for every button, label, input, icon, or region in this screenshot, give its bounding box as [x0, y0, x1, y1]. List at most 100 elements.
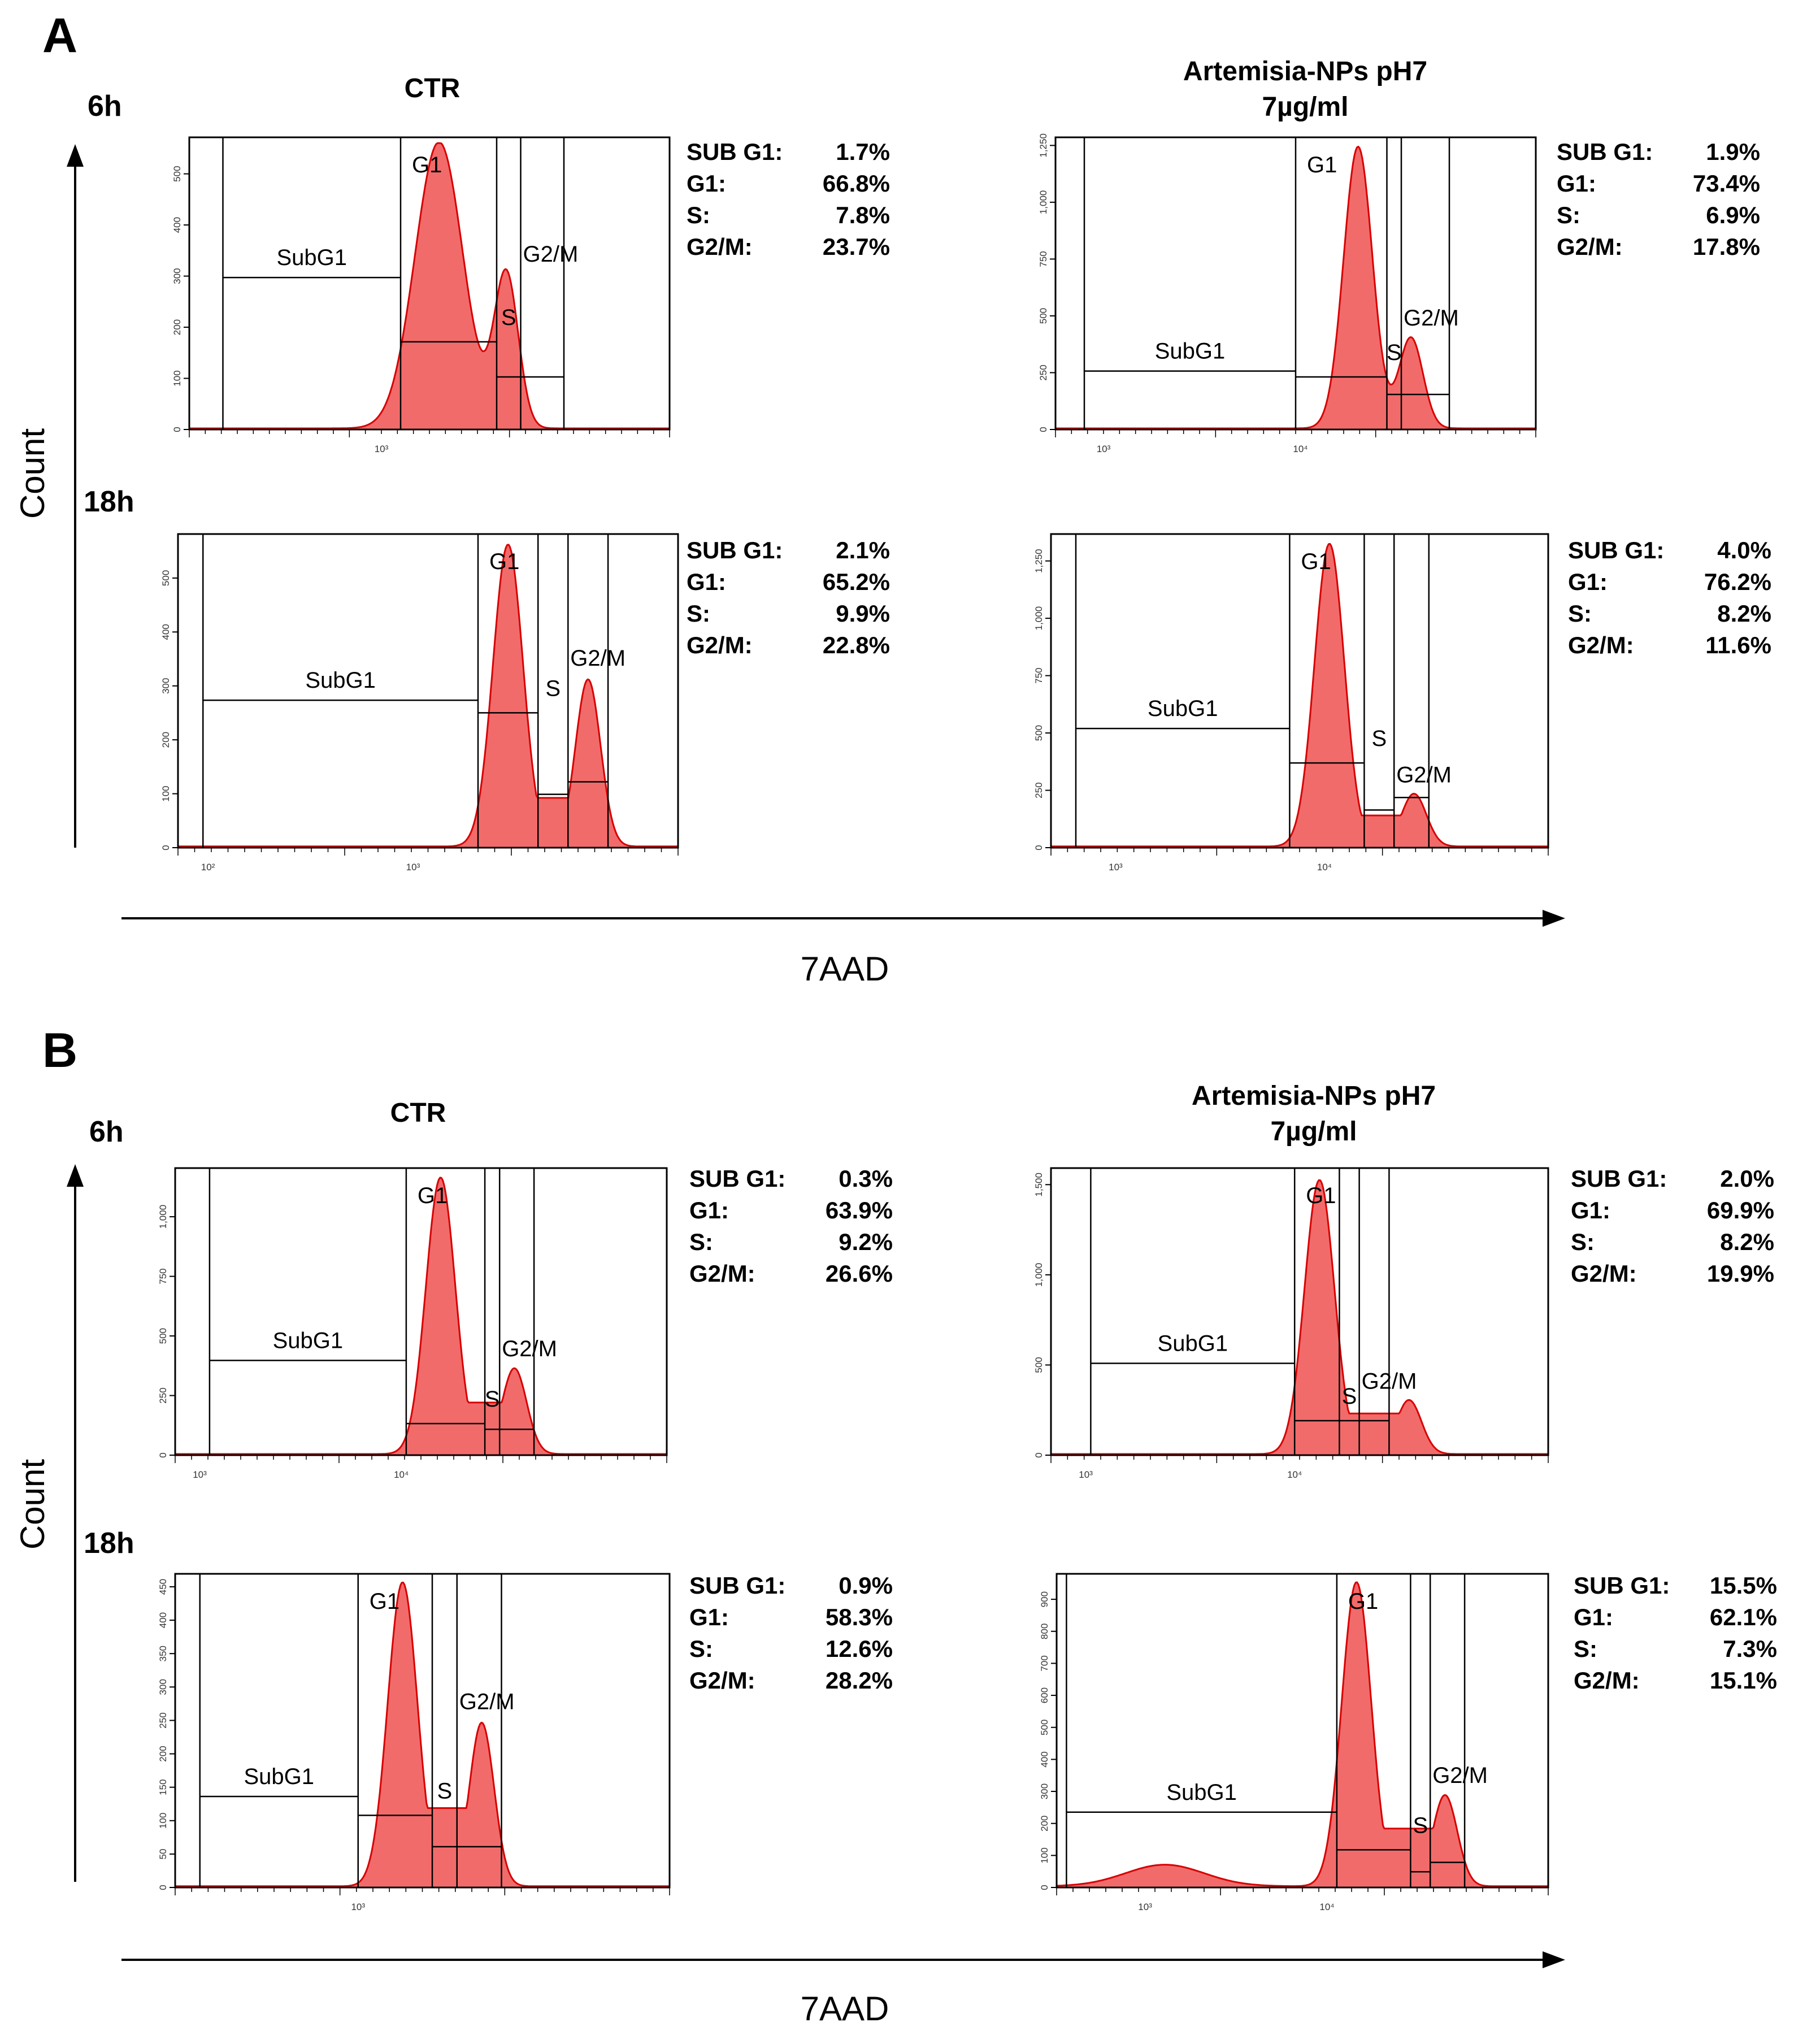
x-tick-label: 10³: [1109, 862, 1123, 873]
panel-a-time-18h: 18h: [84, 485, 134, 518]
stat-value-s: 9.2%: [839, 1229, 893, 1255]
y-tick-label: 300: [158, 1679, 168, 1695]
panel-b-x-arrowhead: [1543, 1951, 1565, 1968]
stat-label-subg1: SUB G1:: [1571, 1165, 1667, 1192]
gate-label-s: S: [1371, 726, 1387, 751]
y-tick-label: 500: [1038, 308, 1049, 324]
y-tick-label: 1,250: [1033, 549, 1044, 573]
y-tick-label: 1,000: [1038, 190, 1049, 215]
stat-value-subg1: 2.1%: [836, 537, 890, 563]
gate-label-subg1: SubG1: [276, 245, 347, 270]
plot-b-18h-nps: 0 100 200 300 400 500 600 700 800 900 10³ 10⁴ SubG1 G…: [1039, 1572, 1777, 1912]
gate-label-s: S: [545, 676, 561, 701]
stat-value-g1: 66.8%: [823, 170, 890, 197]
stat-label-s: S:: [1557, 202, 1580, 228]
gate-label-g1: G1: [1301, 549, 1331, 574]
y-tick-label: 300: [172, 268, 183, 284]
gate-label-s: S: [501, 305, 516, 330]
panel-b-col2-subtitle: 7µg/ml: [1270, 1117, 1357, 1147]
stat-label-subg1: SUB G1:: [1568, 537, 1664, 563]
gate-label-g1: G1: [412, 153, 442, 177]
stat-value-g1: 73.4%: [1693, 170, 1760, 197]
stat-value-g1: 65.2%: [823, 568, 890, 595]
stat-value-subg1: 1.7%: [836, 138, 890, 165]
histogram-area: [1050, 543, 1549, 849]
gate-label-g2m: G2/M: [1396, 763, 1452, 788]
y-tick-label: 400: [160, 624, 171, 640]
stat-value-s: 12.6%: [826, 1635, 893, 1662]
x-tick-label: 10⁴: [1293, 444, 1308, 454]
stat-value-g1: 58.3%: [826, 1604, 893, 1630]
y-tick-label: 300: [160, 678, 171, 694]
y-tick-label: 500: [1039, 1720, 1050, 1735]
stat-label-s: S:: [687, 600, 710, 627]
stat-value-g2m: 26.6%: [826, 1260, 893, 1287]
gate-label-s: S: [1413, 1813, 1428, 1838]
panel-b-time-18h: 18h: [84, 1527, 134, 1560]
panel-a-x-title: 7AAD: [801, 950, 889, 988]
y-tick-label: 0: [158, 1452, 168, 1457]
panel-a-x-arrowhead: [1543, 910, 1565, 927]
stat-label-g1: G1:: [1568, 568, 1608, 595]
panel-letter-a: A: [42, 8, 77, 63]
x-tick-label: 10³: [375, 444, 389, 454]
stat-label-g1: G1:: [1571, 1197, 1610, 1223]
y-tick-label: 500: [160, 570, 171, 586]
panel-b-x-title: 7AAD: [801, 1990, 889, 2028]
y-tick-label: 0: [160, 845, 171, 850]
panel-a-col2-title: Artemisia-NPs pH7: [1183, 57, 1427, 86]
stat-label-subg1: SUB G1:: [687, 138, 783, 165]
plot-a-18h-nps: 0 250 500 750 1,000 1,250 10³ 10⁴ SubG1 G1 S G2/M SU…: [1033, 533, 1771, 873]
stat-value-s: 7.3%: [1723, 1635, 1777, 1662]
gate-label-subg1: SubG1: [244, 1764, 314, 1789]
y-tick-label: 0: [1038, 427, 1049, 432]
stat-label-g2m: G2/M:: [1574, 1667, 1640, 1694]
stat-value-s: 9.9%: [836, 600, 890, 627]
x-tick-label: 10³: [351, 1902, 365, 1912]
y-tick-label: 400: [1039, 1751, 1050, 1767]
y-tick-label: 750: [158, 1268, 168, 1284]
stat-label-g2m: G2/M:: [687, 632, 753, 658]
panel-b-col2-title: Artemisia-NPs pH7: [1192, 1081, 1436, 1111]
y-tick-label: 500: [1033, 725, 1044, 741]
y-tick-label: 400: [158, 1612, 168, 1628]
y-tick-label: 0: [1033, 845, 1044, 850]
stat-value-g2m: 23.7%: [823, 233, 890, 260]
stat-value-g2m: 28.2%: [826, 1667, 893, 1694]
stat-value-g2m: 11.6%: [1705, 632, 1771, 658]
y-tick-label: 750: [1033, 667, 1044, 683]
stat-label-subg1: SUB G1:: [689, 1572, 785, 1599]
y-tick-label: 200: [1039, 1816, 1050, 1832]
stat-label-g2m: G2/M:: [1571, 1260, 1637, 1287]
panel-b-y-arrowhead: [67, 1164, 84, 1187]
stat-label-g1: G1:: [689, 1197, 729, 1223]
x-tick-label: 10³: [1079, 1469, 1093, 1480]
y-tick-label: 100: [158, 1813, 168, 1829]
y-tick-label: 250: [1033, 782, 1044, 798]
panel-b-time-6h: 6h: [89, 1116, 124, 1148]
histogram-area: [174, 1581, 671, 1889]
x-tick-label: 10⁴: [1319, 1902, 1334, 1912]
y-tick-label: 500: [172, 166, 183, 181]
gate-label-g2m: G2/M: [570, 646, 625, 671]
panel-a-y-arrowhead: [67, 144, 84, 167]
gate-label-subg1: SubG1: [1158, 1331, 1228, 1356]
y-tick-label: 1,250: [1038, 133, 1049, 158]
stat-value-s: 7.8%: [836, 202, 890, 228]
panel-b-col1-title: CTR: [390, 1098, 446, 1128]
stat-value-g1: 76.2%: [1704, 568, 1771, 595]
y-tick-label: 900: [1039, 1591, 1050, 1607]
gate-label-subg1: SubG1: [1148, 696, 1218, 721]
y-tick-label: 0: [1039, 1885, 1050, 1890]
stat-label-g1: G1:: [689, 1604, 729, 1630]
histogram-area: [188, 142, 671, 431]
stat-value-g1: 62.1%: [1710, 1604, 1777, 1630]
y-tick-label: 200: [158, 1746, 168, 1761]
x-tick-label: 10³: [193, 1469, 207, 1480]
stat-value-g1: 69.9%: [1707, 1197, 1774, 1223]
stat-label-subg1: SUB G1:: [1557, 138, 1653, 165]
stat-label-subg1: SUB G1:: [1574, 1572, 1670, 1599]
y-tick-label: 200: [172, 319, 183, 335]
x-tick-label: 10³: [1138, 1902, 1152, 1912]
